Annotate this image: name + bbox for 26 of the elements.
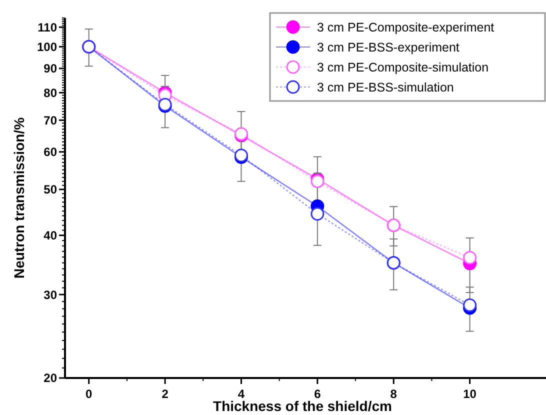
y-axis-title: Neutron transmission/%	[11, 116, 27, 279]
x-tick-label: 0	[86, 387, 93, 401]
y-tick-label: 40	[44, 228, 58, 243]
x-tick-label: 2	[162, 387, 169, 401]
y-tick-label: 20	[44, 371, 58, 386]
x-tick-label: 6	[314, 387, 322, 401]
y-tick-label: 110	[38, 20, 58, 34]
point	[310, 207, 324, 221]
y-tick-label: 80	[44, 86, 58, 100]
legend-label: 3 cm PE-Composite-experiment	[317, 20, 495, 34]
y-tick-label: 70	[44, 113, 58, 128]
x-tick-label: 8	[390, 387, 398, 401]
point	[310, 174, 324, 188]
y-tick-label: 30	[44, 288, 58, 302]
x-tick-label: 4	[238, 387, 245, 401]
y-tick-label: 100	[36, 40, 58, 54]
x-axis-title: Thickness of the shield/cm	[213, 398, 392, 414]
legend-label: 3 cm PE-Composite-simulation	[317, 60, 489, 74]
x-tick-label: 10	[463, 387, 477, 401]
y-tick-label: 90	[44, 62, 58, 76]
point	[463, 298, 477, 312]
y-tick-label: 60	[44, 145, 58, 160]
legend-label: 3 cm PE-BSS-experiment	[317, 40, 460, 54]
y-tick-label: 50	[44, 182, 58, 197]
point	[463, 250, 477, 264]
legend-label: 3 cm PE-BSS-simulation	[317, 80, 454, 94]
